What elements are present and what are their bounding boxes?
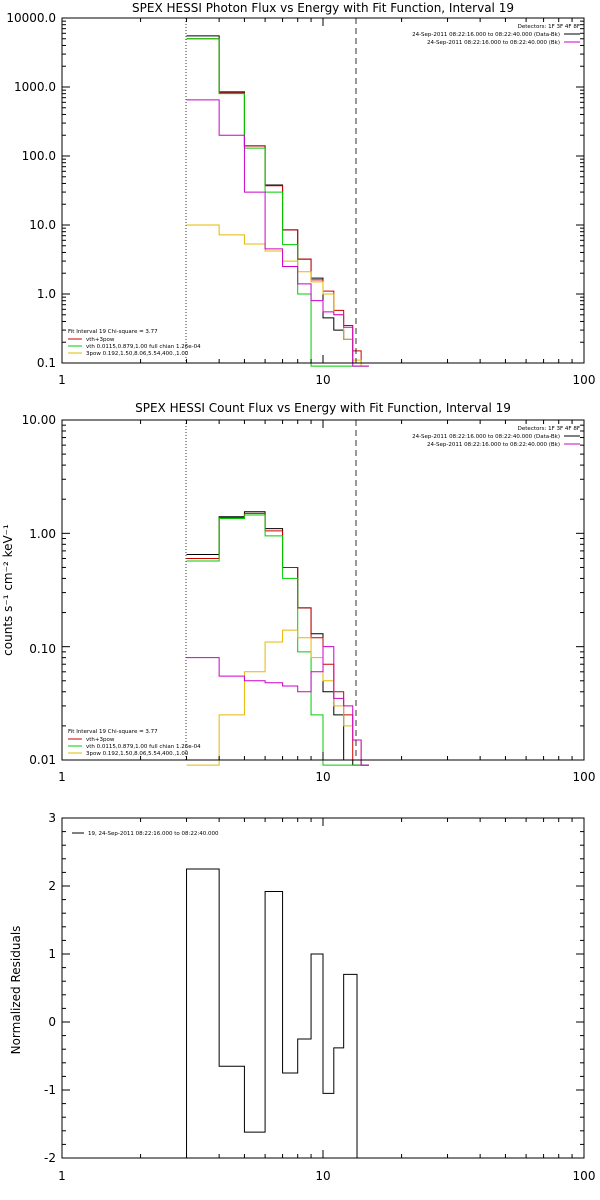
- residuals-legend: 19, 24-Sep-2011 08:22:16.000 to 08:22:40…: [88, 831, 219, 837]
- photon-data-bk-legend: 24-Sep-2011 08:22:16.000 to 08:22:40.000…: [412, 32, 560, 38]
- count-flux-panel: SPEX HESSI Count Flux vs Energy with Fit…: [1, 401, 595, 784]
- count-ytick-10.00: 10.00: [22, 413, 56, 427]
- photon-xtick-100: 100: [573, 373, 596, 387]
- residuals-y-ticks: [62, 817, 584, 1159]
- resid-xtick-1: 1: [58, 1169, 66, 1183]
- photon-ytick-1000.0: 1000.0: [14, 80, 56, 94]
- count-xtick-100: 100: [573, 770, 596, 784]
- resid-ytick-1: 1: [48, 947, 56, 961]
- photon-fit-total-legend: vth+3pow: [86, 337, 115, 343]
- count-flux-series: [186, 511, 369, 766]
- photon-xtick-10: 10: [315, 373, 330, 387]
- photon-ytick-100.0: 100.0: [22, 149, 56, 163]
- series-vth: [186, 514, 369, 766]
- count-xtick-1: 1: [58, 770, 66, 784]
- photon-fit-vth-legend: vth 0.0115,0.879,1.00 full chian 1.26e-0…: [86, 344, 201, 350]
- photon-ytick-1.0: 1.0: [37, 287, 56, 301]
- series-3pow: [186, 629, 369, 766]
- series-data-bk: [186, 511, 369, 766]
- count-fit-vth-legend: vth 0.0115,0.879,1.00 full chian 1.26e-0…: [86, 744, 201, 750]
- photon-bk-legend: 24-Sep-2011 08:22:16.000 to 08:22:40.000…: [427, 40, 560, 46]
- photon-flux-y-ticks: [62, 17, 584, 364]
- resid-xtick-100: 100: [573, 1169, 596, 1183]
- resid-xtick-10: 10: [315, 1169, 330, 1183]
- series-bk: [186, 99, 369, 367]
- photon-ytick-10.0: 10.0: [29, 218, 56, 232]
- count-fit-total-legend: vth+3pow: [86, 737, 115, 743]
- series-3pow: [186, 224, 369, 367]
- resid-ytick-0: 0: [48, 1015, 56, 1029]
- count-flux-y-ticks: [62, 419, 584, 761]
- residuals-series: [186, 868, 358, 1158]
- photon-flux-title: SPEX HESSI Photon Flux vs Energy with Fi…: [132, 1, 514, 15]
- count-data-bk-legend: 24-Sep-2011 08:22:16.000 to 08:22:40.000…: [412, 434, 560, 440]
- photon-xtick-1: 1: [58, 373, 66, 387]
- residuals-x-ticks: [61, 818, 585, 1158]
- count-fit-3pow-legend: 3pow 0.192,1.50,8.06,5.54,400.,1.00: [86, 751, 189, 757]
- photon-ytick-0.1: 0.1: [37, 356, 56, 370]
- count-flux-title: SPEX HESSI Count Flux vs Energy with Fit…: [135, 401, 511, 415]
- photon-fit-3pow-legend: 3pow 0.192,1.50,8.06,5.54,400.,1.00: [86, 351, 189, 357]
- count-ytick-0.10: 0.10: [29, 642, 56, 656]
- count-detectors-label: Detectors: 1F 3F 4F 8F: [518, 426, 580, 432]
- photon-detectors-label: Detectors: 1F 3F 4F 8F: [518, 24, 580, 30]
- count-flux-plot-frame: [61, 419, 585, 761]
- photon-flux-series: [186, 35, 369, 367]
- series-vth: [186, 38, 369, 367]
- count-ytick-0.01: 0.01: [29, 753, 56, 767]
- residuals-y-axis-label: Normalized Residuals: [9, 926, 23, 1055]
- resid-ytick-minus2: -2: [44, 1151, 56, 1165]
- resid-ytick-2: 2: [48, 879, 56, 893]
- residuals-line: [186, 868, 358, 1158]
- resid-ytick-minus1: -1: [44, 1083, 56, 1097]
- series-data-bk: [186, 35, 369, 364]
- count-flux-y-axis-label: counts s⁻¹ cm⁻² keV⁻¹: [1, 524, 15, 656]
- count-fit-header: Fit Interval 19 Chi-square = 3.77: [68, 729, 158, 735]
- count-flux-x-ticks: [61, 420, 585, 760]
- series-bk: [186, 646, 369, 766]
- residuals-panel: Normalized Residuals 1 10 100 -2 -1 0 1 …: [9, 811, 595, 1183]
- count-ytick-1.00: 1.00: [29, 527, 56, 541]
- resid-ytick-3: 3: [48, 811, 56, 825]
- count-xtick-10: 10: [315, 770, 330, 784]
- count-bk-legend: 24-Sep-2011 08:22:16.000 to 08:22:40.000…: [427, 442, 560, 448]
- photon-ytick-10000.0: 10000.0: [6, 11, 56, 25]
- series-vth-3pow: [186, 512, 369, 766]
- photon-fit-header: Fit Interval 19 Chi-square = 3.77: [68, 329, 158, 335]
- photon-flux-panel: SPEX HESSI Photon Flux vs Energy with Fi…: [6, 1, 595, 387]
